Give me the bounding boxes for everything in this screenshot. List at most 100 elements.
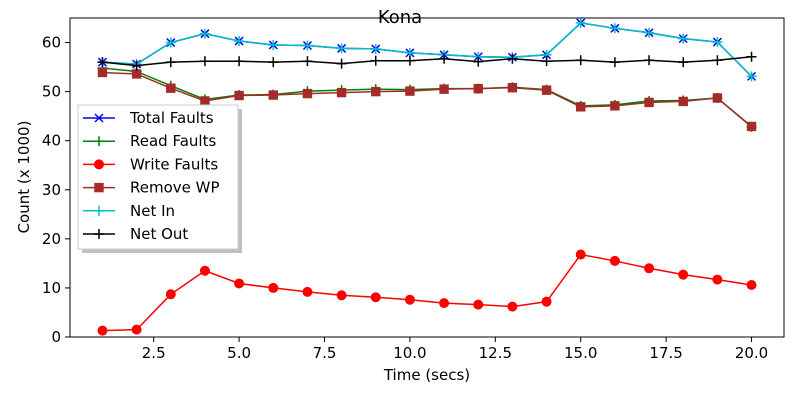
data-point-net-out — [165, 57, 176, 68]
x-axis-label: Time (secs) — [383, 366, 470, 384]
data-point-remove-wp — [712, 93, 723, 103]
data-point-remove-wp — [97, 67, 108, 78]
data-point-net-out — [712, 55, 723, 66]
data-point-net-out — [404, 55, 415, 66]
series-line-remove-wp — [102, 71, 753, 128]
x-tick-label: 17.5 — [649, 344, 682, 362]
series-line-total-faults — [102, 22, 753, 77]
legend-label: Remove WP — [130, 179, 220, 197]
legend: Total Faults Read Faults Write Faults Remov… — [77, 104, 242, 253]
series-write-faults — [97, 249, 757, 336]
data-point-remove-wp — [541, 85, 552, 95]
data-point-remove-wp — [610, 101, 620, 111]
data-point-net-out — [370, 55, 381, 66]
data-point-write-faults — [609, 255, 620, 266]
y-tick-label: 60 — [42, 34, 61, 52]
y-tick-label: 30 — [42, 181, 61, 199]
data-point-net-in — [609, 23, 620, 34]
data-point-write-faults — [507, 301, 518, 312]
data-point-net-out — [131, 60, 142, 71]
data-point-write-faults — [746, 279, 757, 290]
data-point-remove-wp — [268, 90, 278, 100]
legend-marker — [94, 229, 104, 239]
data-point-remove-wp — [200, 96, 210, 106]
y-axis: 0 10 20 30 40 50 60 — [42, 34, 70, 346]
data-point-write-faults — [199, 265, 210, 276]
data-point-write-faults — [644, 263, 655, 274]
x-tick-label: 7.5 — [313, 344, 337, 362]
x-axis: 2.5 5.0 7.5 10.0 12.5 15.0 17.5 20.0 — [142, 337, 768, 362]
series-layer — [97, 17, 757, 336]
data-point-net-in — [370, 43, 381, 54]
y-tick-label: 50 — [42, 83, 61, 101]
y-tick-label: 40 — [42, 132, 61, 150]
data-point-net-in — [575, 17, 586, 28]
data-point-write-faults — [97, 325, 108, 336]
data-point-write-faults — [473, 299, 484, 310]
data-point-net-out — [541, 56, 552, 67]
data-point-net-in — [644, 27, 655, 38]
legend-marker — [94, 182, 104, 193]
data-point-write-faults — [404, 294, 415, 305]
legend-marker — [94, 205, 104, 216]
x-tick-label: 12.5 — [479, 344, 512, 362]
series-line-read-faults — [102, 67, 753, 128]
data-point-write-faults — [575, 249, 586, 260]
legend-item: Total Faults — [83, 109, 214, 127]
series-line-net-out — [102, 56, 752, 67]
legend-item: Read Faults — [83, 132, 216, 150]
data-point-net-in — [268, 39, 279, 50]
data-point-write-faults — [439, 298, 450, 309]
series-line-write-faults — [102, 253, 752, 332]
legend-label: Write Faults — [130, 155, 218, 173]
x-tick-label: 20.0 — [735, 344, 768, 362]
legend-marker — [94, 136, 104, 147]
legend-item: Remove WP — [83, 179, 220, 197]
series-net-in — [97, 17, 757, 82]
series-total-faults — [97, 18, 757, 81]
y-tick-label: 20 — [42, 230, 61, 248]
data-point-write-faults — [678, 269, 689, 280]
x-tick-label: 10.0 — [393, 344, 426, 362]
x-tick-label: 2.5 — [142, 344, 166, 362]
data-point-net-in — [165, 37, 176, 48]
data-point-net-out — [473, 56, 484, 67]
data-point-remove-wp — [576, 102, 586, 112]
x-tick-label: 15.0 — [564, 344, 597, 362]
x-tick-label: 5.0 — [227, 344, 251, 362]
data-point-net-out — [234, 56, 245, 67]
data-point-write-faults — [268, 282, 279, 293]
data-point-net-out — [199, 56, 210, 67]
data-point-remove-wp — [678, 96, 688, 107]
legend-label: Total Faults — [129, 109, 214, 127]
data-point-remove-wp — [336, 87, 347, 98]
series-net-out — [97, 51, 757, 71]
data-point-remove-wp — [439, 84, 449, 94]
data-point-remove-wp — [507, 82, 518, 93]
data-point-net-in — [678, 33, 689, 44]
legend-item: Write Faults — [83, 155, 218, 173]
data-point-net-out — [268, 57, 279, 68]
data-point-remove-wp — [644, 97, 654, 108]
data-point-remove-wp — [131, 69, 142, 79]
data-point-write-faults — [541, 296, 552, 307]
data-point-net-out — [609, 57, 620, 68]
data-point-write-faults — [712, 274, 723, 285]
data-point-remove-wp — [234, 90, 244, 101]
legend-label: Read Faults — [130, 132, 216, 150]
y-tick-label: 0 — [51, 328, 61, 346]
data-point-write-faults — [370, 292, 381, 303]
data-point-write-faults — [302, 286, 313, 297]
legend-item: Net Out — [83, 225, 188, 243]
y-tick-label: 10 — [42, 279, 61, 297]
legend-marker — [94, 113, 104, 123]
legend-marker — [94, 159, 104, 170]
plot-frame — [69, 17, 785, 338]
data-point-remove-wp — [746, 121, 757, 132]
legend-label: Net Out — [130, 225, 188, 243]
data-point-net-in — [746, 71, 757, 82]
data-point-write-faults — [234, 278, 245, 289]
data-point-net-in — [336, 43, 347, 54]
data-point-write-faults — [165, 289, 176, 300]
data-point-net-in — [302, 40, 313, 51]
